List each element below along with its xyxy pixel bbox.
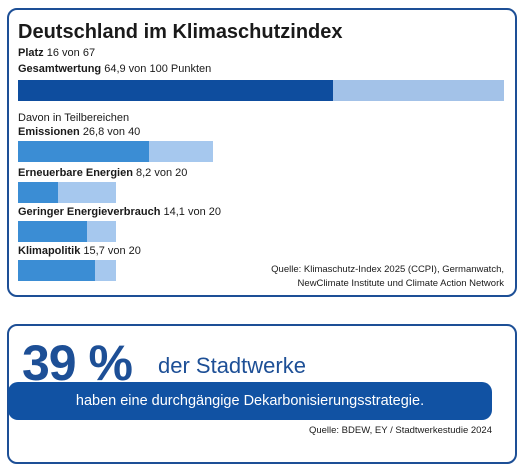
statement: haben eine durchgängige Dekarbonisierung… [75,393,425,409]
statement-banner: haben eine durchgängige Dekarbonisierung… [8,382,492,420]
item-line: Klimapolitik 15,7 von 20 [18,245,141,257]
overall-bar [18,80,334,101]
overall-line: Gesamtwertung 64,9 von 100 Punkten [18,63,211,75]
item-label: Klimapolitik [18,245,81,257]
rank-value: 16 von 67 [46,47,96,59]
card-title: Deutschland im Klimaschutzindex [18,21,343,43]
item-line: Erneuerbare Energien 8,2 von 20 [18,167,187,179]
rank-label: Platz [18,47,44,59]
item-line: Emissionen 26,8 von 40 [18,126,140,138]
item-value: 8,2 von 20 [136,167,188,179]
item-line: Geringer Energieverbrauch 14,1 von 20 [18,206,221,218]
item-value: 15,7 von 20 [83,245,141,257]
item-label: Emissionen [18,126,80,138]
item-bar [18,221,87,242]
source-line: Quelle: Klimaschutz-Index 2025 (CCPI), G… [271,264,504,275]
item-value: 26,8 von 40 [82,126,141,138]
subtitle: Davon in Teilbereichen [18,112,130,124]
source: Quelle: Klimaschutz-Index 2025 (CCPI), G… [271,263,504,291]
rank-line: Platz 16 von 67 [18,47,95,59]
source-line: NewClimate Institute und Climate Action … [297,278,504,289]
overall-value: 64,9 von 100 Punkten [104,63,212,75]
item-label: Erneuerbare Energien [18,167,133,179]
climate-index-card [7,8,517,297]
item-bar [18,260,95,281]
item-bar [18,141,149,162]
item-bar [18,182,58,203]
overall-label: Gesamtwertung [18,63,102,75]
source: Quelle: BDEW, EY / Stadtwerkestudie 2024 [308,425,492,436]
item-label: Geringer Energieverbrauch [18,206,161,218]
item-value: 14,1 von 20 [163,206,222,218]
page: {"card1": { "title": "Deutschland im Kli… [7,8,517,464]
headline: der Stadtwerke [158,353,306,378]
big-number: 39 % [22,335,133,391]
